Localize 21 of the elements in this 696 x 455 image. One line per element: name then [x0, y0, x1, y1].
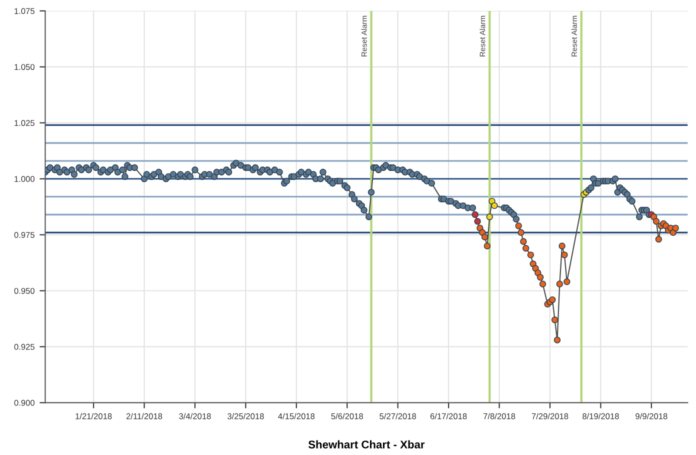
y-tick-label: 0.950	[14, 288, 34, 294]
y-tick-label: 0.900	[14, 400, 34, 406]
x-tick-label: 6/17/2018	[430, 413, 467, 420]
y-tick-label: 1.075	[14, 8, 34, 14]
y-tick-label: 0.975	[14, 232, 34, 238]
x-tick-label: 7/29/2018	[532, 413, 568, 420]
y-tick-label: 0.925	[14, 344, 34, 350]
y-tick-label: 1.000	[14, 176, 34, 182]
x-axis-title: Shewhart Chart - Xbar	[308, 440, 425, 448]
y-tick-label: 1.025	[14, 120, 34, 126]
x-tick-label: 3/25/2018	[227, 413, 264, 420]
y-tick-label: 1.050	[14, 64, 34, 70]
x-tick-label: 8/19/2018	[582, 413, 619, 420]
x-tick-label: 3/4/2018	[179, 413, 211, 420]
x-tick-label: 5/27/2018	[380, 413, 416, 420]
x-tick-label: 7/8/2018	[483, 413, 516, 420]
x-tick-label: 9/9/2018	[636, 413, 668, 420]
x-tick-label: 2/11/2018	[126, 413, 162, 420]
x-tick-label: 5/6/2018	[331, 413, 363, 420]
x-tick-label: 4/15/2018	[278, 413, 315, 420]
x-tick-label: 1/21/2018	[76, 413, 112, 420]
